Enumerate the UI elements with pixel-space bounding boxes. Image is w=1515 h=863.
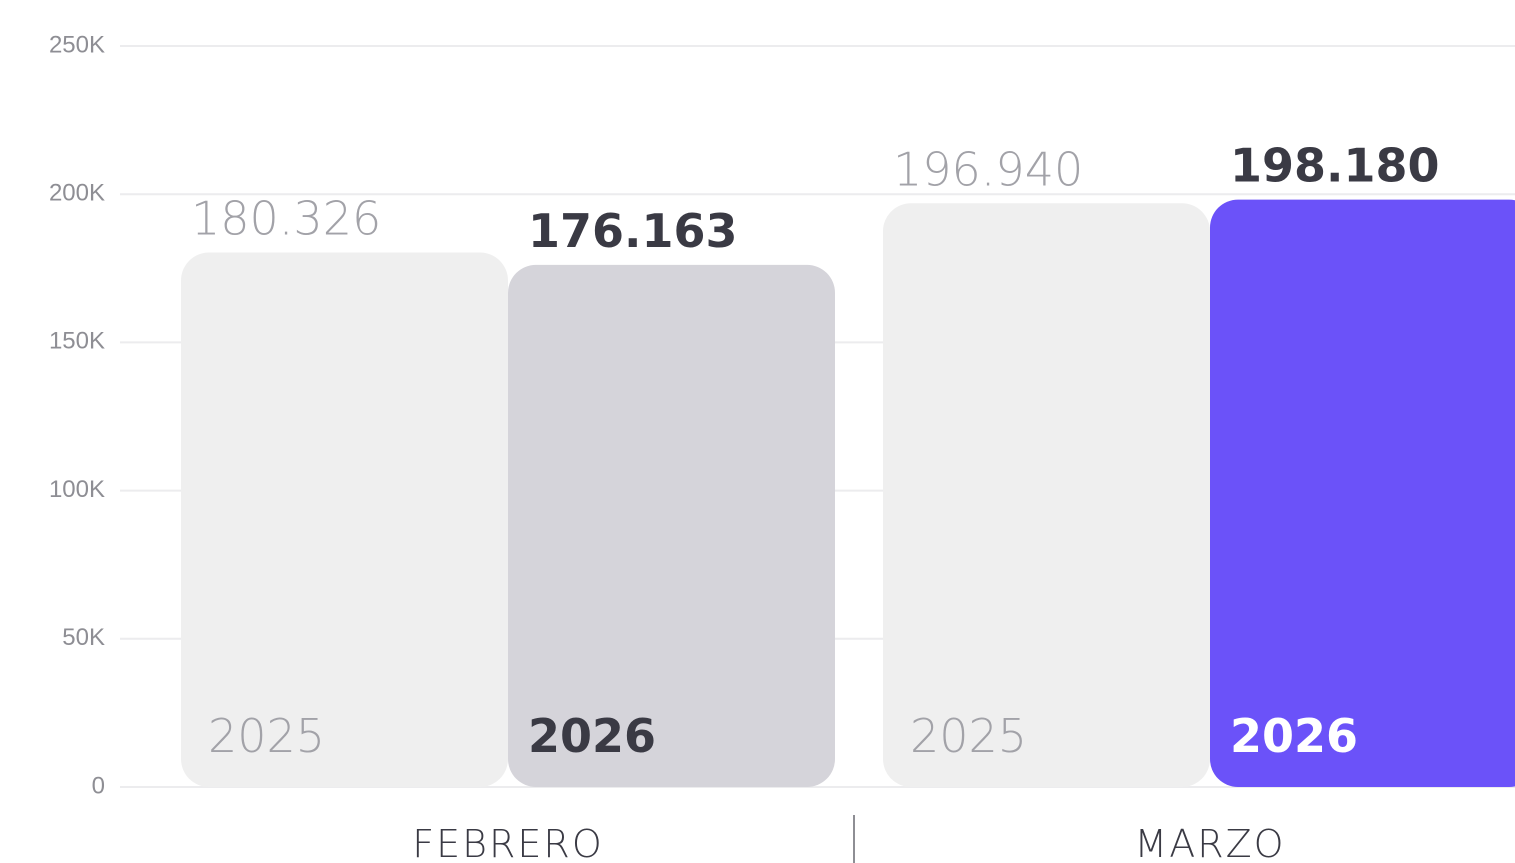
bar	[1210, 199, 1515, 787]
value-label: 196.940	[893, 142, 1083, 196]
bar	[508, 264, 835, 787]
x-tick-label: FEBRERO	[412, 822, 603, 863]
value-label: 198.180	[1230, 139, 1440, 193]
bar	[181, 252, 508, 787]
y-tick-label: 0	[92, 772, 105, 799]
value-label: 176.163	[528, 204, 738, 258]
series-label: 2025	[910, 709, 1027, 763]
series-label: 2026	[528, 709, 656, 763]
series-label: 2025	[208, 709, 325, 763]
value-label: 180.326	[191, 192, 381, 246]
y-tick-label: 250K	[49, 31, 105, 58]
y-tick-label: 150K	[49, 328, 105, 355]
y-tick-label: 50K	[62, 624, 105, 651]
y-tick-label: 200K	[49, 180, 105, 207]
x-tick-label: MARZO	[1134, 822, 1285, 863]
series-label: 2026	[1230, 709, 1358, 763]
bar	[883, 203, 1210, 787]
y-tick-label: 100K	[49, 476, 105, 503]
